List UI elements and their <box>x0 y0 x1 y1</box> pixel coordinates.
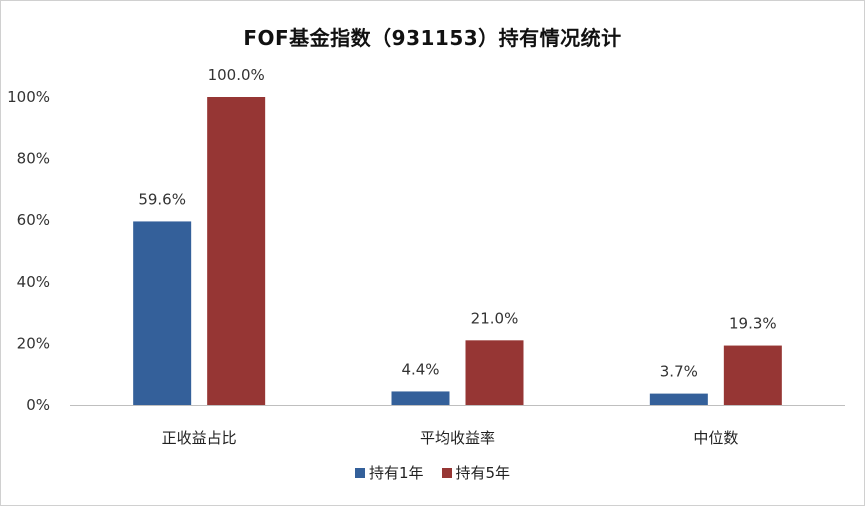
x-category-label: 正收益占比 <box>162 429 237 447</box>
bar-2-3 <box>723 345 782 405</box>
legend-label-series-1: 持有1年 <box>368 464 424 482</box>
y-tick-label: 60% <box>17 211 50 229</box>
data-label: 21.0% <box>471 309 519 327</box>
bar-2-1 <box>207 97 266 405</box>
bar-1-2 <box>391 391 450 405</box>
legend-swatch-series-1 <box>354 467 365 478</box>
bar-1-3 <box>649 393 708 405</box>
y-tick-label: 100% <box>7 88 50 106</box>
legend-item-series-1: 持有1年 <box>354 462 424 483</box>
data-label: 100.0% <box>208 66 265 84</box>
data-label: 4.4% <box>401 360 439 378</box>
y-tick-label: 0% <box>26 396 50 414</box>
data-label: 59.6% <box>138 190 186 208</box>
data-label: 3.7% <box>660 363 698 381</box>
y-tick-label: 40% <box>17 273 50 291</box>
y-tick-label: 80% <box>17 150 50 168</box>
bar-2-2 <box>465 340 524 405</box>
x-category-label: 中位数 <box>693 429 738 447</box>
y-tick-label: 20% <box>17 334 50 352</box>
legend-label-series-2: 持有5年 <box>455 464 511 482</box>
legend-item-series-2: 持有5年 <box>441 462 511 483</box>
bar-1-1 <box>133 221 192 405</box>
legend: 持有1年 持有5年 <box>0 462 865 483</box>
legend-swatch-series-2 <box>441 467 452 478</box>
data-label: 19.3% <box>729 315 777 333</box>
chart-title: FOF基金指数（931153）持有情况统计 <box>243 26 622 50</box>
x-category-label: 平均收益率 <box>420 429 495 447</box>
